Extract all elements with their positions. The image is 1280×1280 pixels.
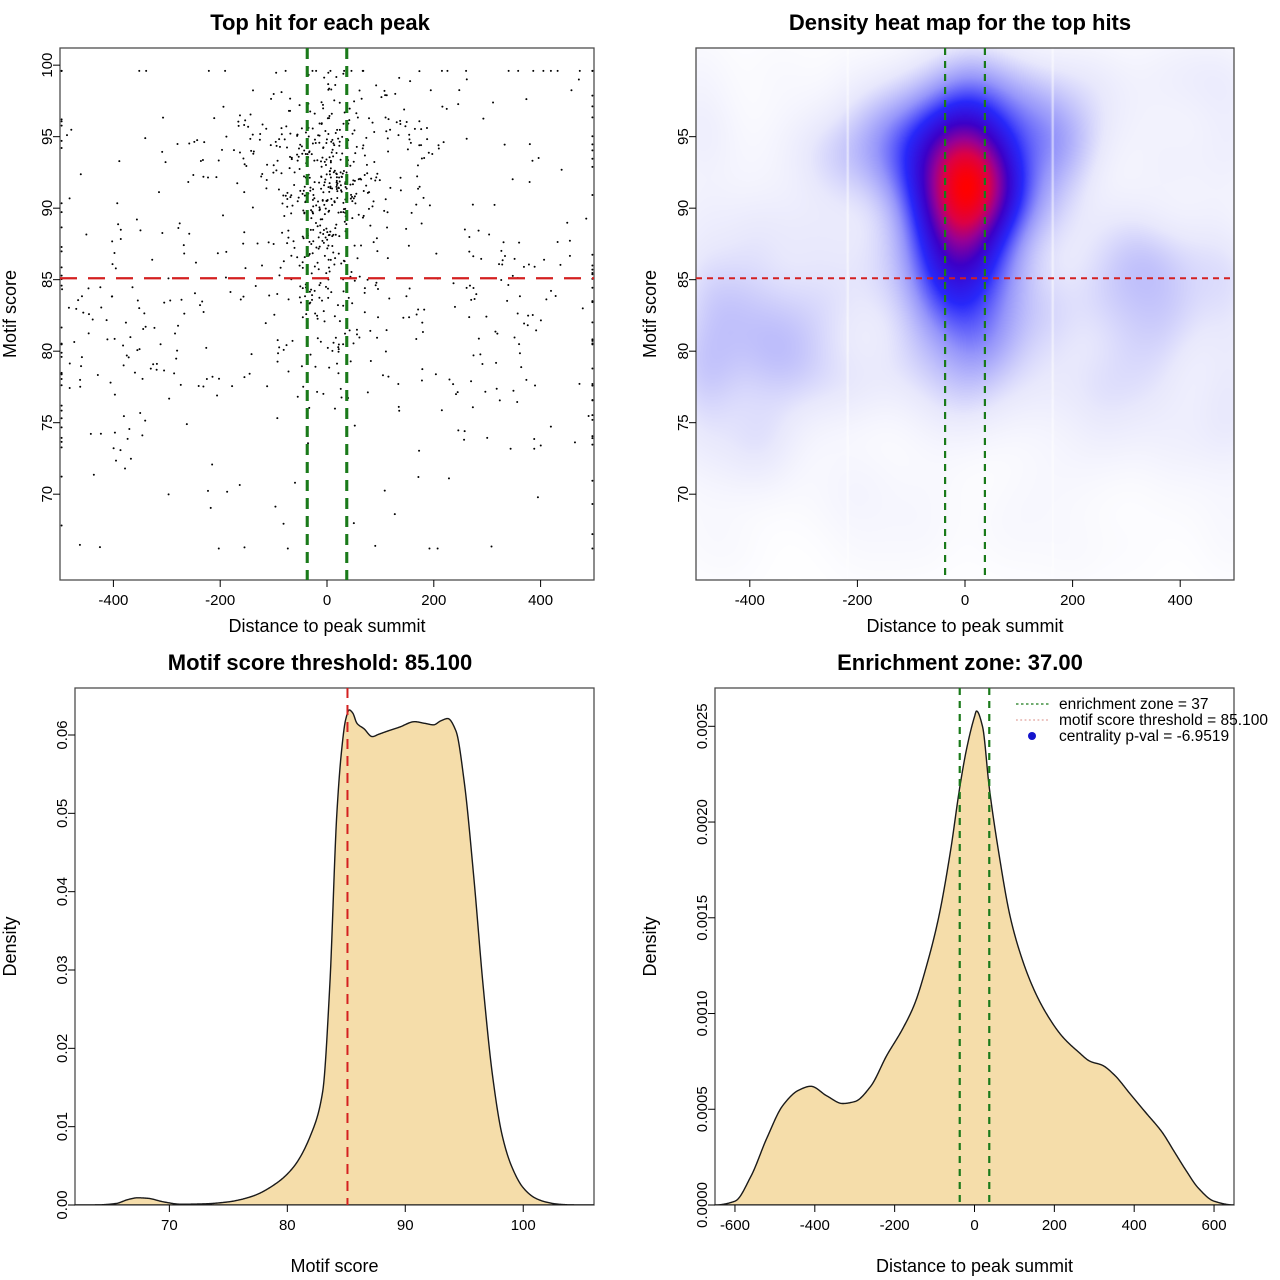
svg-text:85: 85	[675, 271, 692, 288]
svg-text:90: 90	[39, 200, 56, 217]
svg-text:-600: -600	[720, 1217, 750, 1234]
svg-text:0.01: 0.01	[54, 1112, 71, 1141]
svg-text:80: 80	[675, 343, 692, 360]
svg-text:70: 70	[161, 1217, 178, 1234]
svg-text:0.05: 0.05	[54, 799, 71, 828]
svg-text:-200: -200	[842, 592, 872, 609]
svg-text:Top hit for each peak: Top hit for each peak	[210, 10, 430, 35]
svg-text:80: 80	[39, 343, 56, 360]
svg-text:Motif score: Motif score	[640, 270, 660, 358]
svg-text:0.0000: 0.0000	[694, 1182, 711, 1228]
svg-text:200: 200	[421, 592, 446, 609]
svg-text:Motif score threshold: 85.100: Motif score threshold: 85.100	[168, 650, 472, 675]
svg-text:centrality p-val = -6.9519: centrality p-val = -6.9519	[1059, 728, 1229, 745]
svg-text:90: 90	[397, 1217, 414, 1234]
svg-text:0.06: 0.06	[54, 720, 71, 749]
svg-text:-400: -400	[735, 592, 765, 609]
svg-text:0: 0	[970, 1217, 978, 1234]
svg-text:200: 200	[1060, 592, 1085, 609]
svg-text:600: 600	[1202, 1217, 1227, 1234]
svg-text:85: 85	[39, 271, 56, 288]
svg-text:0.04: 0.04	[54, 877, 71, 906]
svg-text:70: 70	[675, 486, 692, 503]
svg-text:Density: Density	[640, 916, 660, 976]
svg-text:400: 400	[528, 592, 553, 609]
svg-text:-200: -200	[880, 1217, 910, 1234]
svg-text:Motif score: Motif score	[290, 1256, 378, 1276]
svg-text:0.0005: 0.0005	[694, 1086, 711, 1132]
svg-text:Distance to peak summit: Distance to peak summit	[866, 616, 1063, 636]
svg-text:Density: Density	[0, 916, 20, 976]
svg-text:-400: -400	[800, 1217, 830, 1234]
svg-text:0.0010: 0.0010	[694, 991, 711, 1037]
svg-text:95: 95	[675, 128, 692, 145]
svg-text:Motif score: Motif score	[0, 270, 20, 358]
svg-text:0.03: 0.03	[54, 955, 71, 984]
svg-text:95: 95	[39, 128, 56, 145]
svg-text:0.0020: 0.0020	[694, 799, 711, 845]
svg-text:0: 0	[323, 592, 331, 609]
svg-text:90: 90	[675, 200, 692, 217]
svg-text:75: 75	[675, 414, 692, 431]
svg-text:motif score threshold = 85.100: motif score threshold = 85.100	[1059, 712, 1268, 729]
svg-text:100: 100	[511, 1217, 536, 1234]
svg-text:-400: -400	[98, 592, 128, 609]
svg-text:-200: -200	[205, 592, 235, 609]
svg-text:200: 200	[1042, 1217, 1067, 1234]
svg-text:Enrichment zone: 37.00: Enrichment zone: 37.00	[837, 650, 1083, 675]
svg-text:Distance to peak summit: Distance to peak summit	[876, 1256, 1073, 1276]
svg-text:0: 0	[961, 592, 969, 609]
svg-text:enrichment zone = 37: enrichment zone = 37	[1059, 696, 1209, 713]
svg-text:400: 400	[1168, 592, 1193, 609]
svg-text:100: 100	[39, 53, 56, 78]
svg-text:0.0025: 0.0025	[694, 703, 711, 749]
svg-text:400: 400	[1122, 1217, 1147, 1234]
svg-text:70: 70	[39, 486, 56, 503]
svg-text:0.0015: 0.0015	[694, 895, 711, 941]
svg-text:0.00: 0.00	[54, 1190, 71, 1219]
svg-text:75: 75	[39, 414, 56, 431]
svg-text:Distance to peak summit: Distance to peak summit	[228, 616, 425, 636]
svg-text:0.02: 0.02	[54, 1034, 71, 1063]
svg-text:80: 80	[279, 1217, 296, 1234]
